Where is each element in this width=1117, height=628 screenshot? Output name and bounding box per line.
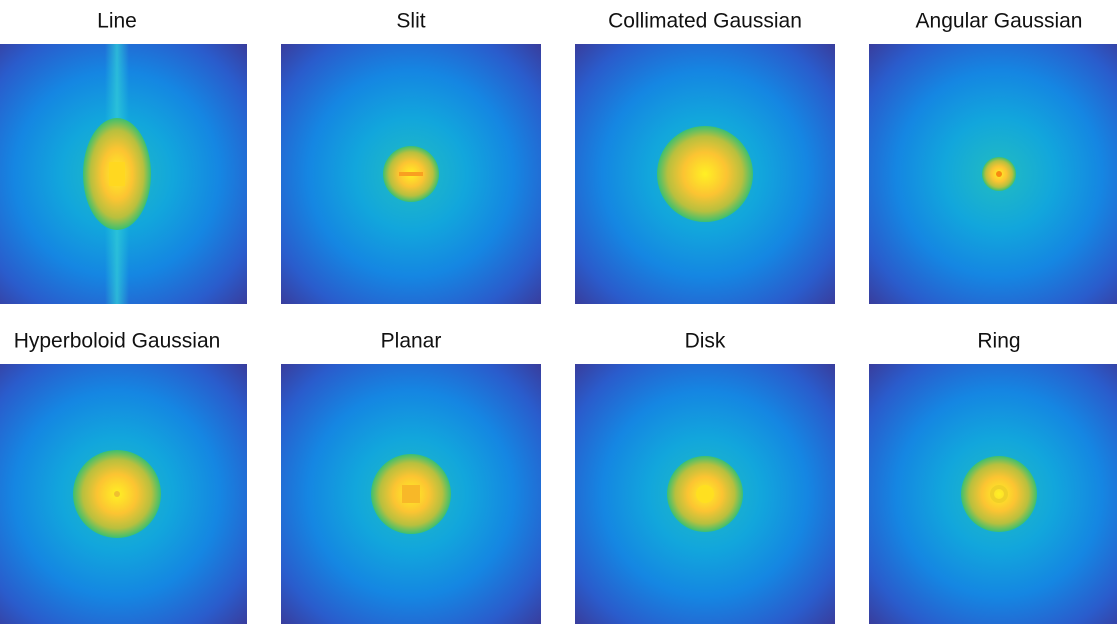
panel-title: Ring	[977, 330, 1020, 353]
center	[114, 491, 120, 497]
panel-title: Planar	[381, 330, 442, 353]
panel-title: Angular Gaussian	[916, 10, 1083, 33]
core	[961, 456, 1037, 532]
slit	[399, 172, 423, 176]
panel-title: Hyperboloid Gaussian	[14, 330, 221, 353]
square	[402, 485, 420, 503]
panel-title: Line	[97, 10, 137, 33]
center	[109, 162, 125, 186]
ring	[990, 485, 1008, 503]
panel-title: Collimated Gaussian	[608, 10, 802, 33]
core	[657, 126, 753, 222]
panel-title: Disk	[685, 330, 726, 353]
disk	[696, 485, 714, 503]
center	[996, 171, 1002, 177]
panel-title: Slit	[396, 10, 425, 33]
